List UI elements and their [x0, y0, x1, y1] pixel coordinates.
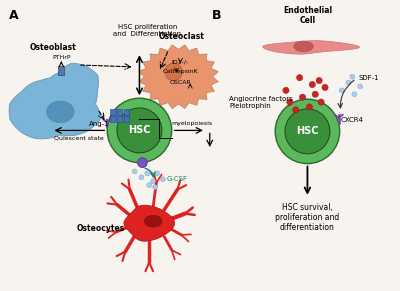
Text: A: A [8, 9, 18, 22]
Circle shape [322, 84, 328, 91]
Text: G-CSF: G-CSF [167, 176, 188, 182]
Circle shape [107, 98, 172, 163]
Bar [124, 116, 129, 122]
Circle shape [285, 109, 330, 154]
Circle shape [316, 77, 322, 84]
Circle shape [300, 94, 306, 100]
Circle shape [346, 80, 351, 85]
Circle shape [306, 104, 312, 110]
Circle shape [139, 175, 144, 180]
Bar [117, 116, 122, 122]
Polygon shape [263, 41, 360, 54]
Circle shape [287, 99, 293, 105]
Text: myelopoiesis: myelopoiesis [172, 120, 213, 125]
Text: HSC: HSC [128, 125, 151, 135]
Circle shape [339, 88, 344, 93]
Text: CXCR4: CXCR4 [341, 117, 364, 123]
Text: HSC: HSC [296, 126, 319, 136]
Ellipse shape [294, 41, 313, 52]
Text: ID1-/-: ID1-/- [172, 60, 189, 65]
Text: SDF-1: SDF-1 [358, 75, 379, 81]
Circle shape [275, 99, 340, 164]
Circle shape [160, 177, 165, 182]
Bar [110, 116, 116, 122]
Ellipse shape [144, 215, 162, 227]
Circle shape [147, 183, 152, 187]
Text: Osteoclast: Osteoclast [158, 31, 204, 40]
Polygon shape [9, 63, 101, 139]
Bar [58, 66, 64, 75]
Circle shape [350, 74, 355, 79]
Polygon shape [139, 45, 218, 109]
Circle shape [154, 171, 160, 176]
Text: Endothelial
Cell: Endothelial Cell [283, 6, 332, 25]
Circle shape [165, 63, 182, 81]
Text: Angiocrine factors
Pleiotrophin: Angiocrine factors Pleiotrophin [229, 95, 293, 109]
Circle shape [117, 108, 162, 153]
Circle shape [292, 107, 299, 113]
Bar [117, 109, 122, 115]
Text: PTHrP: PTHrP [52, 55, 70, 60]
Circle shape [138, 158, 147, 168]
Circle shape [352, 92, 357, 97]
Bar [124, 109, 129, 115]
Circle shape [358, 84, 363, 89]
Text: Osteoblast: Osteoblast [30, 43, 77, 52]
Bar [110, 109, 116, 115]
Circle shape [132, 169, 137, 174]
Text: B: B [212, 9, 221, 22]
Circle shape [312, 91, 318, 97]
Circle shape [151, 179, 156, 184]
Polygon shape [124, 205, 174, 241]
Circle shape [283, 87, 289, 93]
Circle shape [145, 171, 150, 176]
Text: Ang-1: Ang-1 [89, 120, 110, 127]
Circle shape [153, 184, 158, 189]
Text: HSC proliferation
and  Differentiation: HSC proliferation and Differentiation [113, 24, 181, 37]
Circle shape [318, 99, 324, 105]
Text: Quiescent state: Quiescent state [54, 135, 104, 140]
Ellipse shape [47, 101, 74, 123]
Text: Osteocytes: Osteocytes [76, 223, 124, 233]
Text: OSCAR: OSCAR [170, 80, 191, 85]
Text: HSC survival,
proliferation and
differentiation: HSC survival, proliferation and differen… [275, 203, 340, 233]
Text: CathepsinK: CathepsinK [162, 69, 198, 74]
Circle shape [309, 81, 316, 88]
Circle shape [296, 74, 303, 81]
